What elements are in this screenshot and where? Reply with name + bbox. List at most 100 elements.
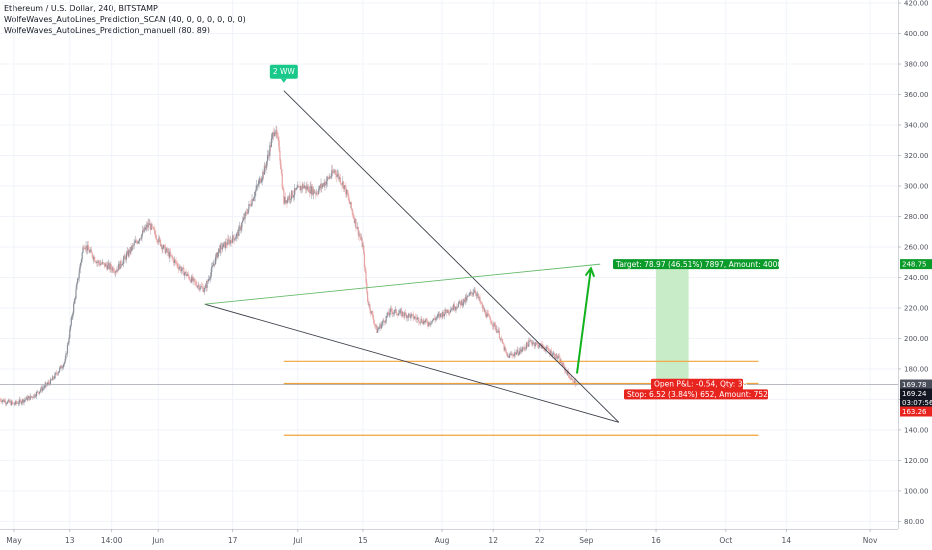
candle (420, 319, 422, 323)
candle (404, 312, 406, 317)
candle (406, 315, 408, 318)
candle (508, 354, 511, 358)
candle (347, 194, 349, 198)
time-axis[interactable]: May 13 14:00 Jun 17 Jul 15 Aug 12 22 Sep 16 Oct 14 Nov (0, 529, 898, 545)
indicator-manual-label[interactable]: WolfeWaves_AutoLines_Prediction_manuell … (4, 26, 211, 35)
candle (149, 223, 151, 225)
candle (549, 351, 551, 354)
candle (50, 379, 52, 381)
candle (401, 310, 403, 317)
indicator-scan-label[interactable]: WolfeWaves_AutoLines_Prediction_SCAN (40… (4, 15, 246, 24)
candle (567, 371, 569, 375)
candle (230, 240, 232, 241)
candle (256, 185, 259, 186)
candle (166, 248, 168, 251)
candle (388, 314, 390, 316)
candle (268, 154, 270, 156)
candle (464, 297, 466, 303)
price-tick-label: 300.00 (904, 182, 929, 190)
candle (360, 238, 362, 240)
candle (346, 189, 348, 195)
candle (51, 379, 53, 381)
candle (244, 212, 246, 219)
candle (351, 208, 353, 212)
candle (287, 197, 290, 200)
candle (52, 376, 54, 380)
candle (423, 320, 425, 323)
candle (298, 186, 300, 187)
candle (221, 247, 224, 250)
candle (251, 199, 253, 206)
candle (172, 257, 174, 259)
candle (470, 291, 473, 294)
candle (380, 324, 382, 329)
candle (554, 357, 556, 359)
candle (194, 281, 197, 283)
candle (278, 140, 280, 151)
candle (266, 161, 268, 168)
candle (45, 383, 47, 385)
candle (488, 315, 490, 317)
candle (428, 322, 430, 326)
candle (214, 263, 216, 265)
candle (33, 394, 35, 398)
candle (25, 396, 27, 400)
candle (32, 397, 34, 399)
candle (83, 247, 86, 249)
candle (377, 329, 379, 333)
candle (235, 237, 237, 239)
candle (443, 313, 445, 317)
candle (161, 245, 163, 250)
candle (79, 266, 81, 274)
candle (470, 291, 472, 294)
candle (521, 349, 523, 352)
candle (156, 239, 159, 242)
candle (546, 346, 548, 349)
candle (302, 184, 304, 189)
candle (3, 399, 5, 402)
symbol-title[interactable]: Ethereum / U.S. Dollar, 240, BITSTAMP (4, 4, 158, 13)
candle (374, 324, 376, 326)
candle (273, 132, 275, 137)
candle (279, 150, 281, 161)
candle (467, 296, 469, 297)
candle (356, 227, 358, 229)
candle (49, 379, 52, 385)
candle (138, 240, 140, 242)
candle (348, 197, 350, 202)
candle (64, 359, 66, 363)
candle (418, 322, 421, 323)
candle (6, 403, 8, 404)
candle (90, 249, 93, 253)
candle (96, 261, 98, 264)
candle (115, 271, 117, 272)
candle (266, 155, 269, 162)
candle (289, 195, 291, 200)
candle (516, 349, 518, 353)
candle (501, 338, 504, 344)
candle (353, 215, 355, 219)
candle (328, 177, 330, 179)
candle (375, 325, 377, 327)
candle (227, 239, 229, 245)
candle (238, 227, 240, 237)
candle (119, 260, 121, 270)
wave-label-box (269, 64, 298, 79)
candle (439, 314, 441, 317)
price-axis[interactable]: 80.00100.00120.00140.00160.00180.00200.0… (898, 0, 932, 529)
candle (19, 399, 21, 401)
candle (553, 353, 555, 354)
candle (563, 363, 565, 366)
candle (232, 235, 235, 239)
candle (89, 251, 91, 253)
candle (73, 299, 76, 304)
candle (473, 290, 476, 293)
candle (411, 313, 413, 315)
candle (246, 213, 248, 215)
candle (382, 320, 384, 323)
candle (468, 293, 470, 297)
candle (52, 376, 55, 379)
candle (482, 307, 484, 309)
candle (91, 252, 93, 257)
